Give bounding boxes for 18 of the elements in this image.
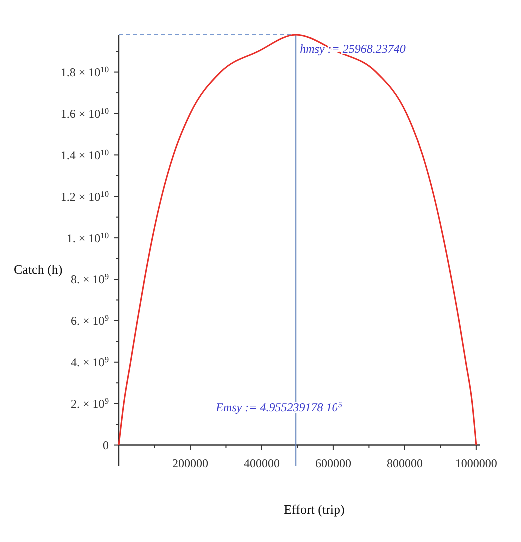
x-tick-label: 600000 <box>315 456 352 470</box>
x-tick-label: 1000000 <box>455 456 498 470</box>
x-tick-label: 800000 <box>386 456 423 470</box>
y-tick-label: 2. × 10$^{9}$ <box>71 396 109 412</box>
y-tick-label: 1.6 × 10$^{10}$ <box>60 106 109 121</box>
y-tick-label: 0 <box>103 438 109 452</box>
y-tick-label: 8. × 10$^{9}$ <box>71 272 109 287</box>
x-axis-title: Effort (trip) <box>284 502 345 517</box>
y-tick-label: 1.4 × 10$^{10}$ <box>60 148 109 162</box>
x-tick-label: 200000 <box>172 456 208 470</box>
y-tick-label: 1.8 × 10$^{10}$ <box>60 65 109 80</box>
y-axis-title: Catch (h) <box>14 262 63 277</box>
y-tick-label: 4. × 10$^{9}$ <box>71 355 109 370</box>
y-tick-label: 1.2 × 10$^{10}$ <box>60 189 109 204</box>
y-tick-label: 6. × 10$^{9}$ <box>71 314 109 328</box>
x-tick-label: 400000 <box>244 456 280 470</box>
line-series <box>118 34 478 446</box>
y-tick-label: 1. × 10$^{10}$ <box>66 230 109 246</box>
